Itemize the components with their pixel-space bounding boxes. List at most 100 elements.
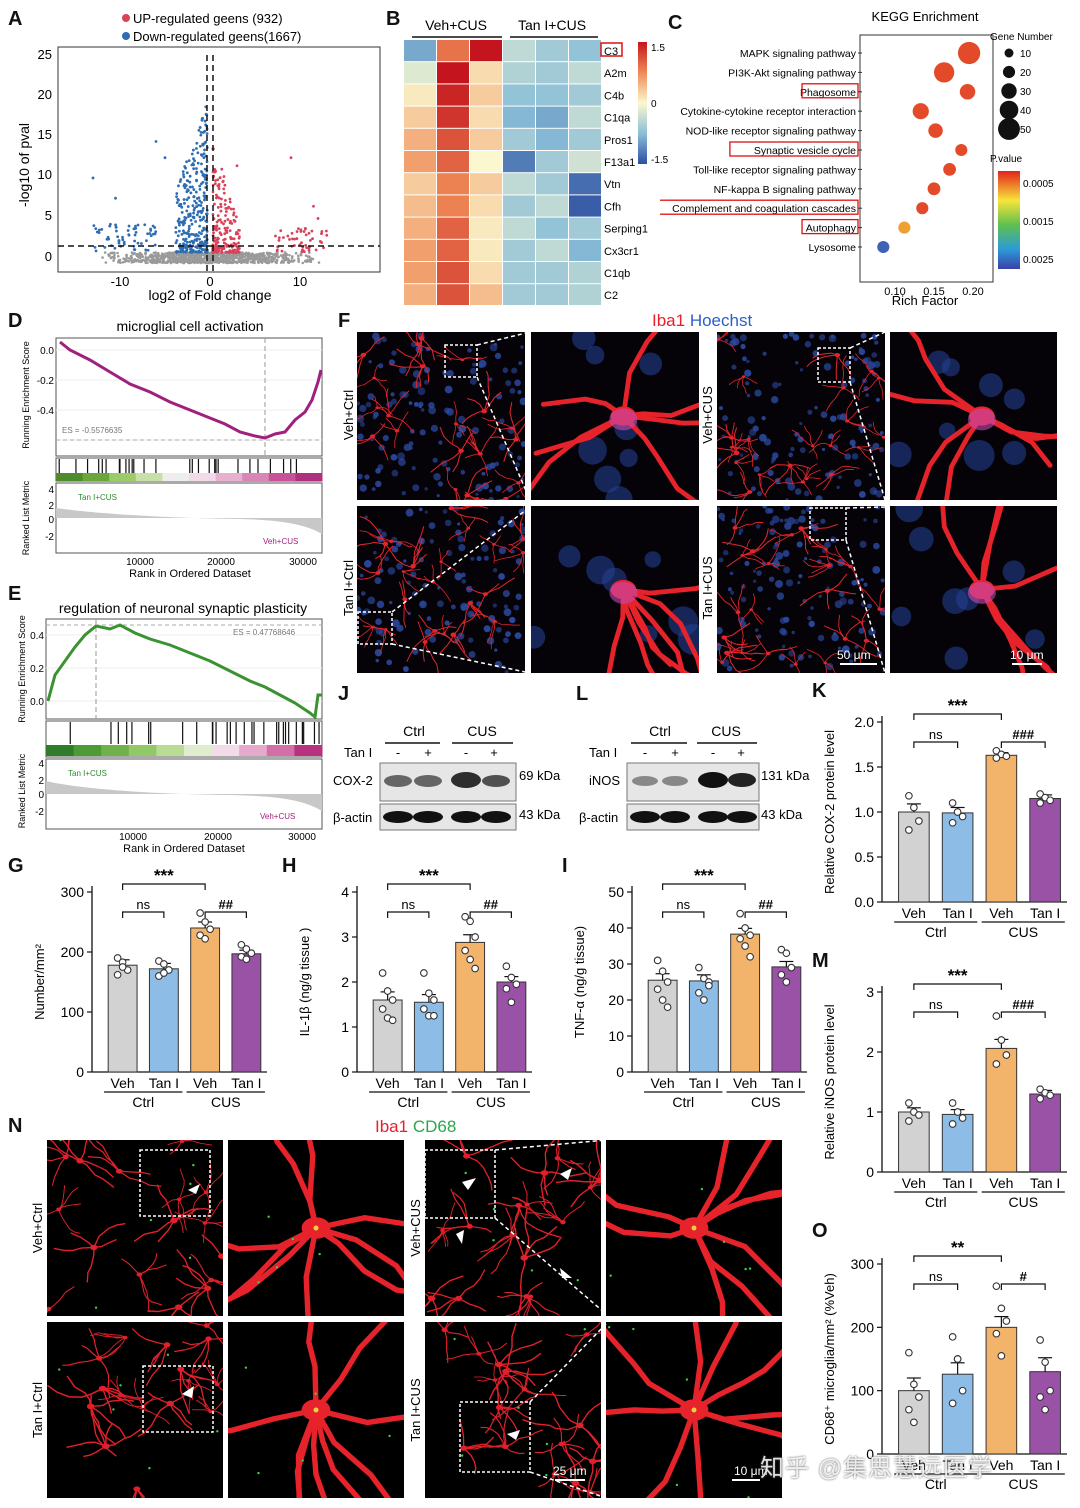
group-label: Veh [458, 1075, 482, 1091]
data-point [992, 754, 1001, 762]
if-n-row1: Veh+Ctrl [30, 1203, 45, 1253]
data-point [653, 985, 662, 994]
ytick: 10 [38, 167, 52, 182]
heatmap-cell [536, 217, 568, 239]
data-point [953, 1355, 962, 1363]
bar [941, 812, 974, 903]
bar-chart-k: 0.0 0.5 1.0 1.5 2.0 Relative COX-2 protein le… [822, 696, 1067, 940]
bar-chart-h: 0 1 2 3 4 IL-1β (ng/g tissue ) Veh Tan I Veh Tan … [297, 866, 532, 1110]
heatmap-cell [503, 40, 535, 62]
ytick: 100 [851, 1383, 875, 1399]
svg-text:20: 20 [1020, 68, 1032, 79]
heatmap-cell [470, 128, 502, 150]
data-point [430, 1011, 438, 1020]
heatmap-cell [437, 84, 469, 106]
if-f-row1: Veh+Ctrl [341, 390, 356, 440]
size-legend-dot [998, 118, 1020, 140]
heatmap-cell [503, 106, 535, 128]
data-point [160, 969, 168, 977]
data-point [948, 1099, 957, 1107]
blot-j: Ctrl CUS Tan I - + - + COX-2 β-actin 69 kDa… [333, 723, 561, 831]
heatmap-cell [470, 106, 502, 128]
heatmap-cell [404, 284, 436, 305]
svg-text:0.2: 0.2 [30, 664, 44, 675]
bar [455, 941, 486, 1073]
ytick: 3 [866, 984, 874, 1000]
svg-text:131 kDa: 131 kDa [761, 768, 810, 783]
subgroup-label: Ctrl [132, 1094, 154, 1110]
heatmap-cell [503, 217, 535, 239]
data-point [1036, 1393, 1044, 1401]
group-label: Tan I [149, 1075, 179, 1091]
significance-label: ns [676, 897, 690, 912]
svg-text:Tan I: Tan I [589, 745, 617, 760]
data-point [746, 931, 754, 940]
significance-label: ### [1012, 997, 1034, 1012]
heatmap-cells [404, 40, 601, 305]
heatmap-cell [569, 173, 601, 195]
bar-ylabel: Number/mm² [32, 943, 47, 1020]
panel-label-m: M [812, 950, 829, 972]
heatmap-cell [437, 173, 469, 195]
data-point [777, 970, 786, 979]
gsea-e-xlabel: Rank in Ordered Dataset [123, 843, 245, 855]
subgroup-label: CUS [476, 1094, 506, 1110]
heatmap-cell [536, 284, 568, 305]
pathway-label: NOD-like receptor signaling pathway [686, 126, 857, 138]
heatmap-cell [404, 239, 436, 261]
significance-label: *** [154, 866, 174, 885]
heatmap-cell [404, 195, 436, 217]
subgroup-label: CUS [211, 1094, 241, 1110]
ytick: 2.0 [855, 714, 875, 730]
cb-label: -1.5 [651, 155, 669, 166]
subgroup-label: Ctrl [925, 924, 947, 940]
data-point [997, 1304, 1006, 1313]
band [481, 811, 511, 823]
data-point [242, 955, 251, 964]
heatmap-cell [503, 62, 535, 84]
group-label: Veh [902, 1457, 926, 1473]
data-point [1046, 1386, 1054, 1395]
subgroup-label: CUS [1008, 924, 1038, 940]
heatmap-cell [437, 217, 469, 239]
arrowhead-icon [182, 1386, 194, 1398]
kegg-dot [955, 143, 968, 157]
if-f-scale1: 50 μm [837, 648, 871, 662]
svg-text:iNOS: iNOS [589, 773, 620, 788]
band [727, 811, 757, 823]
data-point [653, 956, 662, 965]
bar-ylabel: CD68⁺ microglia/mm² (%Veh) [822, 1273, 837, 1445]
gene-label: C1qb [604, 268, 630, 280]
svg-text:2: 2 [48, 501, 54, 512]
heatmap-cell [503, 284, 535, 305]
xtick: 10 [293, 274, 307, 289]
gsea-d-gene-band [56, 473, 323, 481]
volcano-xticks: -10 0 10 [111, 274, 308, 289]
xtick: 0 [206, 274, 213, 289]
panel-label-o: O [812, 1220, 828, 1242]
data-point [388, 996, 397, 1004]
bar [985, 1326, 1018, 1455]
svg-text:0: 0 [38, 790, 44, 801]
data-point [997, 1036, 1006, 1044]
if-f-overview [357, 506, 525, 673]
volcano-yticks: 0 5 10 15 20 25 [38, 47, 52, 264]
heatmap-cell [404, 217, 436, 239]
data-point [915, 817, 923, 825]
ytick: 200 [61, 944, 85, 960]
gsea-e-gene-band [46, 745, 323, 756]
ytick: 50 [608, 884, 624, 900]
if-f-overview [717, 506, 885, 673]
heatmap: Veh+CUS Tan I+CUS C3 A2m C4b C1qa Pros1 F13a1… [404, 17, 669, 305]
if-n-zoom [228, 1140, 404, 1316]
if-n-row3: Veh+CUS [408, 1199, 423, 1257]
data-point [948, 1332, 957, 1341]
gene-label: C1qa [604, 113, 631, 125]
pathway-label: PI3K-Akt signaling pathway [728, 67, 857, 79]
kegg-dot [912, 103, 929, 120]
svg-text:10000: 10000 [126, 557, 154, 568]
data-point [118, 963, 127, 971]
pathway-label: Synaptic vesicle cycle [754, 145, 856, 157]
data-point [992, 1329, 1001, 1338]
band [383, 811, 413, 823]
